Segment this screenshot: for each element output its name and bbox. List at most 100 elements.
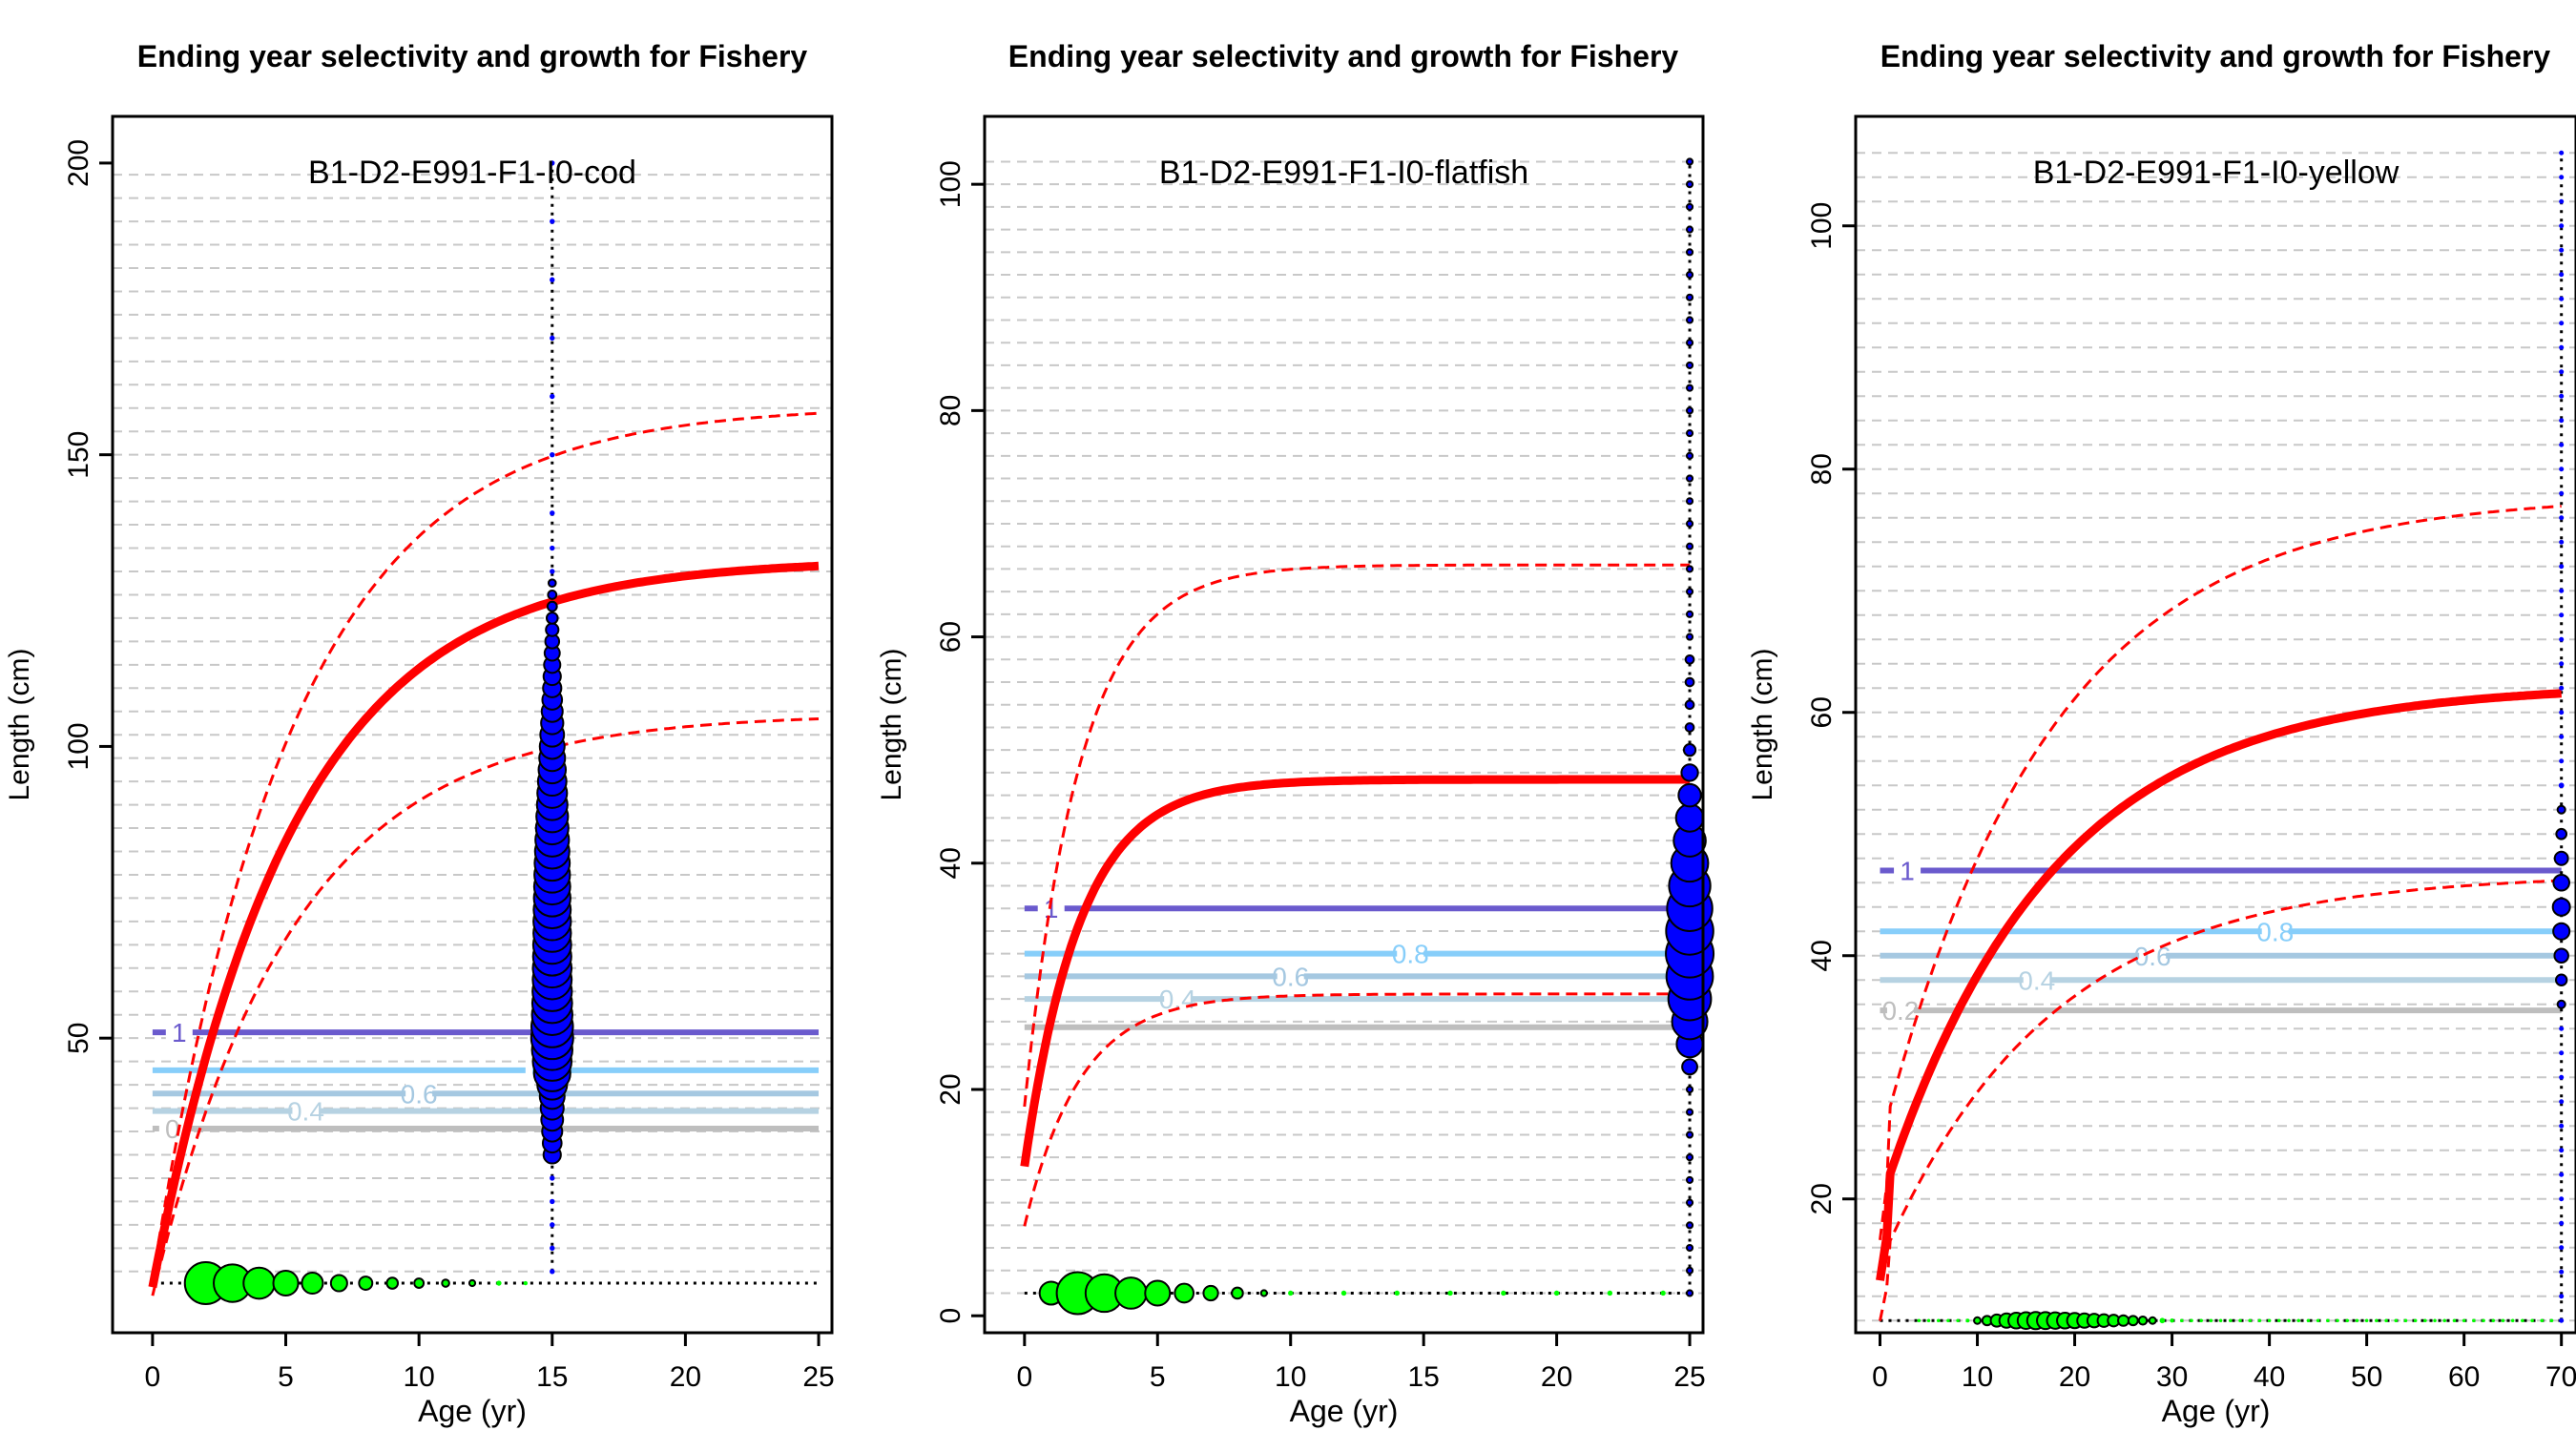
age-bubble [1340,1290,1347,1296]
x-tick-label: 30 [2156,1361,2188,1393]
age-bubble [1447,1290,1453,1296]
length-bubble [1677,782,1702,808]
x-axis: 0 5 10 15 20 25 Age (yr) [145,1331,835,1428]
length-bubble [1685,270,1694,280]
x-tick-label: 15 [1407,1361,1439,1393]
age-bubble [2148,1316,2157,1325]
chart-panel-2: Ending year selectivity and growth for F… [876,39,1715,1428]
age-bubble [467,1278,477,1288]
contour-label-bg [1894,857,1922,884]
length-bubble [2559,198,2565,204]
x-axis: 0 10 20 30 40 50 60 70 Age (yr) [1872,1331,2576,1428]
length-bubble [2552,922,2571,941]
x-axis-label: Age (yr) [418,1394,527,1428]
length-bubble [1681,1058,1698,1076]
length-bubble [2559,588,2565,593]
age-bubble [1973,1316,1983,1325]
length-bubble [546,600,558,612]
x-tick-label: 10 [403,1361,434,1393]
chart-title: Ending year selectivity and growth for F… [1880,39,2551,73]
contour-label: 0.6 [1272,962,1309,991]
age-bubble [1259,1289,1268,1297]
y-tick-label: 50 [63,1022,94,1053]
length-bubble [2559,734,2565,739]
contour-label-bg [1886,997,1914,1025]
y-tick-label: 100 [935,160,966,208]
age-bubble [2482,1318,2485,1323]
age-bubble [2229,1318,2233,1323]
length-bubble [1685,519,1694,529]
contour-label: 0.8 [2256,917,2294,946]
x-tick-label: 20 [2059,1361,2090,1393]
age-bubble [2306,1318,2311,1323]
length-bubble [1685,610,1694,618]
x-tick-label: 70 [2545,1361,2576,1393]
contour-label-bg [405,1080,433,1108]
length-bubble [547,590,558,600]
age-bubble [2316,1318,2320,1323]
length-bubble [2552,873,2570,892]
y-axis-label: Length (cm) [1747,648,1778,800]
age-bubble [1288,1290,1294,1296]
length-bubble [1685,1266,1694,1275]
length-bubble [1685,1130,1694,1139]
length-bubble [550,451,555,458]
length-bubble [550,160,555,166]
length-bubble [2559,1099,2565,1105]
length-bubble [2559,1026,2565,1031]
length-bubble [1685,1153,1694,1162]
age-bubble [329,1274,348,1293]
x-tick-label: 10 [1962,1361,1993,1393]
length-bubble [2559,1220,2565,1226]
length-bubble [2559,369,2565,375]
contour-label-bg [292,1097,320,1125]
y-axis-label: Length (cm) [4,648,35,800]
grid-lines [113,174,832,1273]
growth-mean-curve [1020,775,1691,1168]
grid-lines [1856,152,2576,1322]
age-bubble [2179,1318,2184,1323]
length-bubble [2559,247,2565,253]
growth-mean-curve [148,561,820,1289]
age-bubble [1946,1318,1950,1323]
length-bubble [2559,1269,2565,1275]
age-bubble [242,1266,276,1300]
length-bubble [2559,758,2565,764]
length-bubble [2559,272,2565,278]
x-tick-label: 0 [145,1361,161,1393]
age-bubble [2491,1318,2496,1323]
length-bubble [1685,157,1694,166]
age-bubble [1394,1290,1400,1296]
contour-label: 1 [1900,857,1915,886]
x-tick-label: 15 [536,1361,568,1393]
x-tick-label: 60 [2448,1361,2480,1393]
length-bubble [1682,743,1697,757]
age-bubble [441,1278,450,1288]
age-bubble [2540,1318,2545,1323]
length-bubble [2555,973,2568,986]
length-bubble [2559,515,2565,521]
y-tick-label: 100 [63,722,94,770]
length-bubble [2559,150,2565,156]
length-bubble [545,612,559,625]
age-bubble [2375,1318,2379,1323]
length-bubble [1685,1243,1694,1253]
age-bubble [2452,1318,2457,1323]
age-bubble [2277,1318,2281,1323]
age-bubble [2209,1318,2213,1323]
length-bubble [1685,248,1694,257]
length-bubble [1684,676,1695,688]
length-bubble [550,1269,555,1275]
age-bubble [1144,1279,1172,1307]
age-bubble [1553,1290,1560,1296]
length-bubble [2553,850,2569,866]
y-tick-label: 60 [935,621,966,653]
length-bubble [1685,588,1694,596]
age-bubble [2199,1318,2203,1323]
length-bubble [2559,710,2565,716]
length-bubble [2559,1172,2565,1177]
length-bubble [2559,1294,2565,1299]
age-bubble [1114,1276,1148,1310]
length-bubble [2559,1050,2565,1056]
age-bubble [1917,1318,1922,1323]
